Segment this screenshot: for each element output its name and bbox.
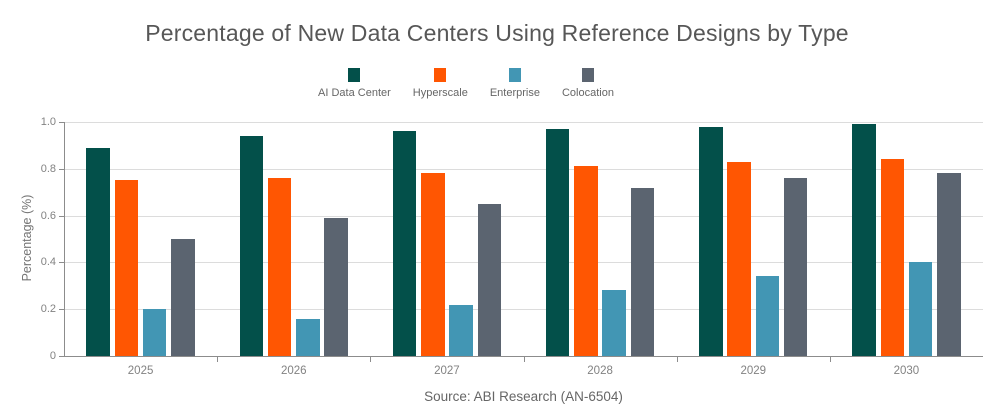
bar-colocation-2027[interactable] <box>477 204 502 356</box>
gridline <box>64 122 983 123</box>
bar-enterprise-2030[interactable] <box>908 262 933 356</box>
x-tick-label: 2029 <box>740 365 767 377</box>
bar-ai-data-center-2027[interactable] <box>392 131 417 356</box>
y-tick <box>59 356 64 357</box>
x-tick-label: 2025 <box>127 365 154 377</box>
x-tick <box>829 357 831 362</box>
bar-ai-data-center-2026[interactable] <box>239 136 264 356</box>
legend-item-hyperscale[interactable]: Hyperscale <box>413 68 468 99</box>
y-tick <box>59 168 64 170</box>
x-axis-line <box>64 356 983 357</box>
x-tick <box>217 357 219 362</box>
bar-colocation-2030[interactable] <box>937 173 961 356</box>
legend-item-enterprise[interactable]: Enterprise <box>490 68 540 99</box>
legend-label: AI Data Center <box>318 87 391 99</box>
bar-colocation-2029[interactable] <box>783 178 808 356</box>
x-tick <box>676 357 678 362</box>
bar-hyperscale-2026[interactable] <box>267 178 292 356</box>
bar-enterprise-2029[interactable] <box>755 276 780 356</box>
ai-data-center-swatch-icon <box>348 68 361 82</box>
y-tick <box>59 215 64 217</box>
gridline <box>64 309 983 311</box>
x-tick-label: 2030 <box>893 365 920 377</box>
y-tick <box>59 122 64 123</box>
bar-hyperscale-2028[interactable] <box>574 166 598 356</box>
bar-ai-data-center-2025[interactable] <box>86 148 110 356</box>
bar-ai-data-center-2030[interactable] <box>852 124 876 356</box>
source-note: Source: ABI Research (AN-6504) <box>424 389 623 404</box>
bar-enterprise-2027[interactable] <box>449 305 473 356</box>
colocation-swatch-icon <box>581 68 594 82</box>
x-tick <box>370 357 372 362</box>
bar-enterprise-2025[interactable] <box>142 309 167 356</box>
legend-item-ai-data-center[interactable]: AI Data Center <box>318 68 391 99</box>
y-tick-label: 1.0 <box>40 116 56 128</box>
bar-enterprise-2026[interactable] <box>296 319 320 356</box>
legend: AI Data Center Hyperscale Enterprise Coloca… <box>0 68 963 99</box>
y-tick-label: 0 <box>49 350 56 362</box>
bar-hyperscale-2027[interactable] <box>421 173 445 356</box>
legend-label: Enterprise <box>489 87 540 99</box>
bar-colocation-2025[interactable] <box>171 239 195 356</box>
x-tick-label: 2026 <box>280 365 307 377</box>
bar-colocation-2026[interactable] <box>324 218 348 356</box>
bar-hyperscale-2029[interactable] <box>727 162 751 356</box>
y-axis-line <box>64 122 65 357</box>
legend-label: Colocation <box>561 87 614 99</box>
x-tick-label: 2028 <box>587 365 613 377</box>
enterprise-swatch-icon <box>508 68 521 82</box>
y-tick-label: 0.2 <box>40 303 56 316</box>
x-tick <box>523 357 525 362</box>
chart-title: Percentage of New Data Centers Using Ref… <box>145 20 849 46</box>
gridline <box>64 168 983 170</box>
y-tick <box>59 309 64 311</box>
y-tick-label: 0.4 <box>40 256 56 269</box>
bar-ai-data-center-2029[interactable] <box>699 127 723 356</box>
bar-hyperscale-2025[interactable] <box>114 180 139 356</box>
bar-enterprise-2028[interactable] <box>602 290 626 356</box>
legend-item-colocation[interactable]: Colocation <box>562 68 614 99</box>
gridline <box>64 262 983 264</box>
gridline <box>64 215 983 217</box>
x-tick-label: 2027 <box>434 365 460 377</box>
y-tick-label: 0.6 <box>40 209 56 222</box>
bar-colocation-2028[interactable] <box>630 188 655 356</box>
legend-label: Hyperscale <box>412 87 468 99</box>
y-tick <box>59 262 64 264</box>
bar-hyperscale-2030[interactable] <box>880 159 905 356</box>
y-tick-label: 0.8 <box>40 162 56 175</box>
hyperscale-swatch-icon <box>434 68 447 82</box>
bar-ai-data-center-2028[interactable] <box>545 129 570 356</box>
